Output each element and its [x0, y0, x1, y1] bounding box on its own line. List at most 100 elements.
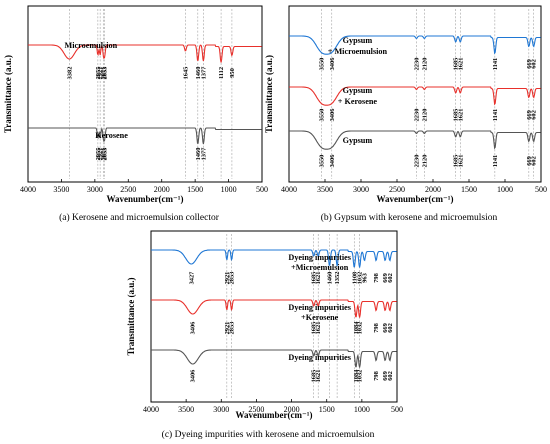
peak-label: 3550 — [318, 58, 325, 71]
x-tick-label: 3000 — [213, 405, 229, 414]
peak-label: 1685 — [453, 155, 460, 168]
peak-label: 669 — [382, 323, 389, 333]
panel-caption: (a) Kerosene and microemulsion collector — [59, 212, 220, 223]
x-tick-label: 2000 — [425, 185, 441, 194]
peak-label: 2871 — [100, 67, 107, 80]
peak-label: 1621 — [315, 322, 322, 335]
peak-label: 1352 — [334, 272, 341, 285]
series-label: Microemulsion — [65, 41, 118, 50]
x-tick-label: 1500 — [187, 185, 203, 194]
peak-label: 1460 — [327, 272, 334, 285]
peak-label: 3550 — [318, 155, 325, 168]
series-label: Dyeing impurities — [288, 253, 351, 262]
peak-label: 2921 — [97, 148, 104, 161]
peak-label: 798 — [373, 323, 380, 333]
x-tick-label: 2500 — [120, 185, 136, 194]
peak-label: 2853 — [229, 322, 236, 335]
plot-frame — [27, 5, 263, 183]
series-label: Gypsum — [343, 136, 373, 145]
peak-label: 1621 — [315, 272, 322, 285]
x-tick-label: 1500 — [319, 405, 335, 414]
peak-label: 3406 — [329, 57, 336, 71]
peak-label: 2955 — [95, 67, 102, 80]
peak-label: 2921 — [224, 322, 231, 335]
y-axis-label: Transmittance (a.u.) — [264, 55, 274, 133]
peak-label: 2120 — [421, 109, 428, 122]
y-axis-label: Transmittance (a.u.) — [3, 55, 13, 133]
series-label: Gypsum — [343, 36, 373, 45]
series-label: Dyeing impurities — [288, 303, 351, 312]
x-tick-label: 1000 — [354, 405, 370, 414]
peak-label: 950 — [229, 68, 236, 78]
peak-label: 2853 — [229, 272, 236, 285]
panel-b: 4000 3500 3000 2500 2000 1500 1000 500 Wavenumbe… — [264, 5, 547, 223]
x-tick-label: 3000 — [87, 185, 103, 194]
peak-label: 669 — [382, 371, 389, 381]
peak-label: 1141 — [492, 58, 499, 70]
x-tick-label: 1000 — [497, 185, 513, 194]
x-tick-label: 4000 — [20, 185, 36, 194]
peak-label: 3406 — [329, 108, 336, 122]
peak-label: 1084 — [353, 321, 360, 335]
peak-label: 3406 — [329, 154, 336, 168]
series-line — [151, 299, 397, 318]
x-tick-label: 2500 — [389, 185, 405, 194]
peak-label: 2955 — [95, 148, 102, 161]
peak-label: 669 — [526, 110, 533, 120]
x-axis-label: Wavenumber(cm⁻¹) — [236, 410, 313, 420]
series-label: + Kerosene — [338, 97, 378, 106]
peak-label: 1032 — [357, 272, 364, 285]
series-line — [151, 349, 397, 368]
x-tick-label: 4000 — [281, 185, 297, 194]
peak-label: 1685 — [453, 58, 460, 71]
y-axis-label: Transmittance (a.u.) — [126, 277, 136, 355]
series-line — [28, 44, 262, 63]
x-tick-label: 4000 — [143, 405, 159, 414]
series-line — [151, 249, 397, 268]
x-tick-label: 2000 — [154, 185, 170, 194]
peak-label: 798 — [373, 371, 380, 381]
x-axis-label: Wavenumber(cm⁻¹) — [107, 194, 184, 204]
series-line — [289, 86, 541, 106]
series-label: +Kerosene — [301, 313, 339, 322]
x-tick-label: 2500 — [248, 405, 264, 414]
peak-label: 1685 — [311, 322, 318, 335]
series-line — [289, 130, 541, 150]
x-tick-label: 3500 — [178, 405, 194, 414]
peak-label: 2871 — [100, 148, 107, 161]
peak-label: 1621 — [457, 109, 464, 122]
peak-label: 1377 — [200, 66, 207, 80]
peak-label: 602 — [387, 323, 394, 333]
peak-label: 1460 — [195, 148, 202, 161]
panel-caption: (c) Dyeing impurities with kerosene and … — [162, 429, 375, 440]
x-tick-label: 1000 — [221, 185, 237, 194]
peak-label: 3550 — [318, 109, 325, 122]
peak-label: 2230 — [413, 58, 420, 71]
peak-label: 3427 — [188, 271, 195, 285]
peak-label: 669 — [526, 59, 533, 69]
peak-label: 2853 — [102, 67, 109, 80]
panel-a: 4000 3500 3000 2500 2000 1500 1000 500 Wavenumbe… — [3, 5, 268, 223]
peak-label: 2230 — [413, 109, 420, 122]
peak-label: 2921 — [224, 272, 231, 285]
peak-label: 1141 — [492, 109, 499, 121]
x-tick-label: 3500 — [53, 185, 69, 194]
x-tick-label: 500 — [256, 185, 268, 194]
x-tick-label: 500 — [535, 185, 547, 194]
peak-label: 602 — [387, 371, 394, 381]
peak-label: 1621 — [457, 155, 464, 168]
series-label: Gypsum — [343, 86, 373, 95]
x-tick-label: 3000 — [353, 185, 369, 194]
x-tick-label: 500 — [391, 405, 403, 414]
series-line — [289, 35, 541, 55]
peak-label: 1685 — [311, 272, 318, 285]
peak-label: 1685 — [311, 370, 318, 383]
peak-label: 1621 — [315, 370, 322, 383]
peak-label: 3406 — [190, 321, 197, 335]
panel-c: 4000 3500 3000 2500 2000 1500 1000 500 Wavenumbe… — [126, 230, 403, 440]
peak-label: 1377 — [200, 147, 207, 161]
peak-label: 963 — [361, 273, 368, 283]
series-line — [28, 127, 262, 145]
peak-label: 602 — [531, 110, 538, 120]
